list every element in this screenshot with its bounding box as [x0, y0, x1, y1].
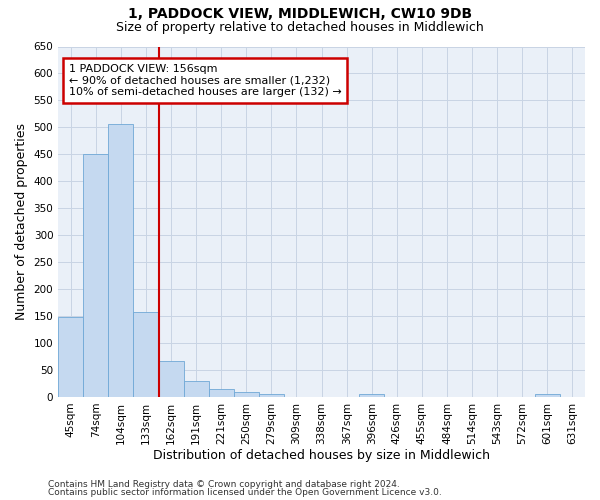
Bar — [234, 392, 259, 397]
Bar — [109, 124, 133, 397]
Text: Contains HM Land Registry data © Crown copyright and database right 2024.: Contains HM Land Registry data © Crown c… — [48, 480, 400, 489]
Text: 1 PADDOCK VIEW: 156sqm
← 90% of detached houses are smaller (1,232)
10% of semi-: 1 PADDOCK VIEW: 156sqm ← 90% of detached… — [69, 64, 341, 97]
Bar — [83, 154, 109, 397]
Text: 1, PADDOCK VIEW, MIDDLEWICH, CW10 9DB: 1, PADDOCK VIEW, MIDDLEWICH, CW10 9DB — [128, 8, 472, 22]
Bar — [259, 394, 284, 397]
Bar — [535, 394, 560, 397]
Bar — [133, 312, 158, 397]
Bar — [359, 394, 385, 397]
Text: Size of property relative to detached houses in Middlewich: Size of property relative to detached ho… — [116, 22, 484, 35]
Bar — [184, 381, 209, 397]
Bar — [58, 317, 83, 397]
Text: Contains public sector information licensed under the Open Government Licence v3: Contains public sector information licen… — [48, 488, 442, 497]
Y-axis label: Number of detached properties: Number of detached properties — [15, 123, 28, 320]
Bar — [158, 361, 184, 397]
X-axis label: Distribution of detached houses by size in Middlewich: Distribution of detached houses by size … — [153, 450, 490, 462]
Bar — [209, 390, 234, 397]
